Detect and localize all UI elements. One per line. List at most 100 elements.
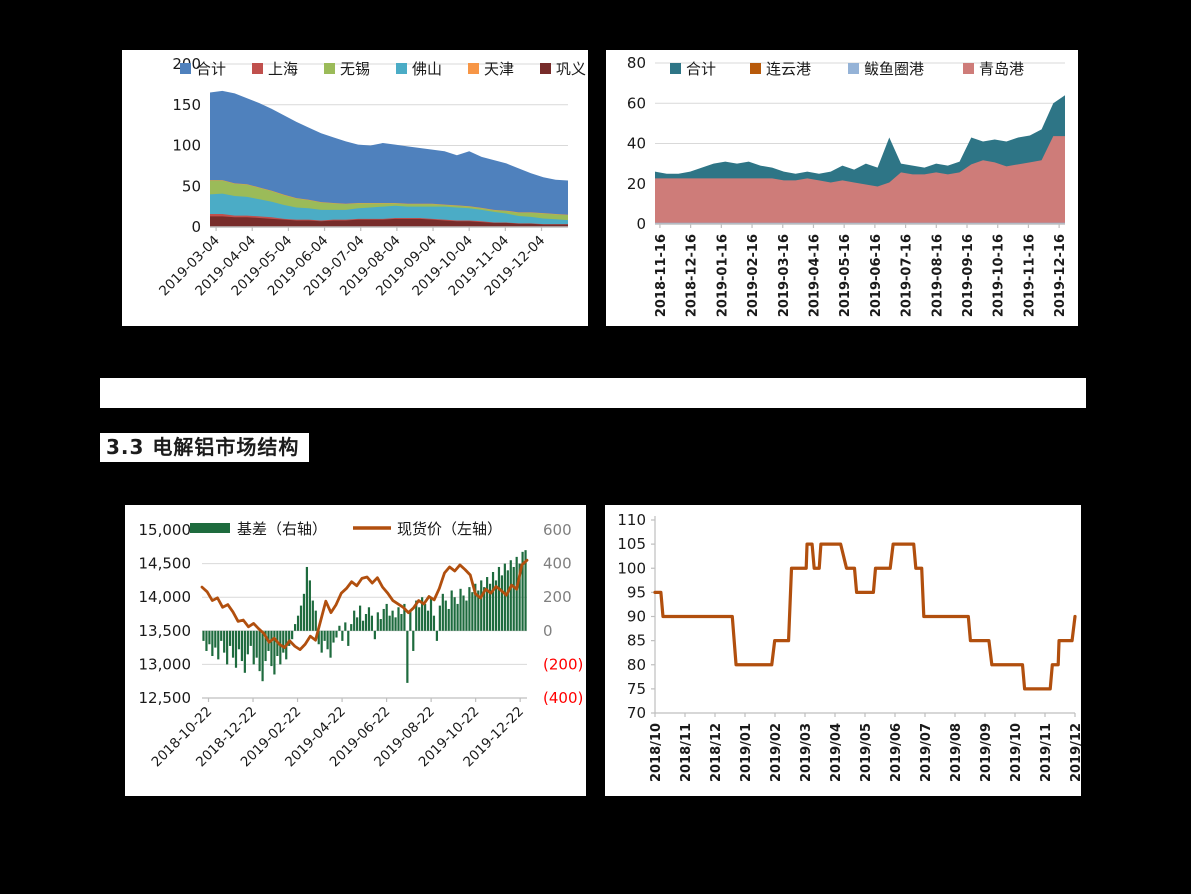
right-axis-tick-label: 0 (543, 622, 553, 640)
left-axis-tick-label: 15,000 (139, 521, 192, 539)
legend-label: 佛山 (412, 60, 442, 78)
legend-swatch (540, 63, 551, 74)
basis-bar (273, 630, 276, 675)
basis-bar (518, 563, 521, 631)
basis-bar (391, 610, 394, 631)
basis-bar (491, 572, 495, 631)
legend-label: 连云港 (766, 60, 811, 78)
basis-bar (220, 630, 223, 641)
area-layer (210, 216, 568, 227)
x-axis-label: 2019-05-16 (838, 234, 853, 317)
legend-swatch (963, 63, 974, 74)
price-ratio-chart-panel: 70 75 80 85 90 95 100 105 110 2018/10 2018/11 2018/… (605, 505, 1081, 796)
basis-bar (483, 587, 486, 631)
basis-bar (299, 605, 303, 631)
basis-bar (252, 630, 255, 665)
basis-bar (415, 600, 418, 631)
x-axis-label: 2019-03-16 (777, 234, 792, 317)
y-axis-tick-label: 95 (627, 583, 646, 601)
basis-bar (270, 630, 273, 667)
y-axis-tick-label: 150 (172, 96, 201, 114)
basis-bar (459, 588, 462, 631)
basis-bar (364, 614, 368, 631)
basis-bar (506, 570, 509, 631)
x-axis-label: 2019-01-16 (715, 234, 730, 317)
y-axis-tick-label: 90 (627, 608, 646, 626)
legend-swatch (848, 63, 859, 74)
basis-bar (326, 630, 329, 650)
x-axis-label: 2019/05 (859, 723, 874, 782)
basis-bar (332, 630, 335, 643)
basis-bar (234, 630, 238, 668)
basis-bar (305, 566, 309, 631)
section-heading-text: 3.3 电解铝市场结构 (106, 435, 300, 459)
y-axis-tick-label: 70 (627, 704, 646, 722)
left-axis-tick-label: 14,000 (139, 588, 192, 606)
y-axis-tick-label: 100 (172, 137, 201, 155)
ratio-step-line (653, 542, 1077, 691)
basis-bar (361, 620, 365, 631)
x-axis-label: 2019/10 (1009, 723, 1024, 782)
legend-label: 无锡 (340, 60, 370, 78)
basis-bar (388, 615, 391, 631)
basis-bar (438, 605, 441, 631)
basis-bar (293, 624, 297, 631)
basis-bar (341, 630, 344, 641)
y-axis-tick-label: 85 (627, 632, 646, 650)
basis-bar (261, 630, 264, 682)
x-axis-label: 2019-08-16 (930, 234, 945, 317)
x-axis-label: 2019-11-16 (1022, 234, 1037, 317)
basis-bar (320, 630, 323, 653)
basis-bar (211, 630, 214, 656)
legend-swatch (468, 63, 479, 74)
y-axis-tick-label: 100 (617, 559, 646, 577)
x-axis-label: 2019-06-16 (869, 234, 884, 317)
basis-bar (264, 630, 267, 662)
basis-bar (379, 619, 382, 631)
right-axis-tick-label: 600 (543, 521, 572, 539)
basis-bar (205, 630, 208, 651)
basis-bar (243, 630, 246, 673)
y-axis-tick-label: 0 (636, 215, 646, 233)
basis-bar (421, 597, 424, 631)
basis-bar (474, 583, 477, 631)
left-axis-tick-label: 14,500 (139, 555, 192, 573)
x-axis-label: 2018-11-16 (654, 234, 669, 317)
basis-bar (409, 610, 412, 631)
legend-label: 合计 (196, 60, 226, 78)
x-axis-label: 2019/07 (919, 723, 934, 782)
basis-bar (503, 563, 506, 631)
x-axis-label: 2019/12 (1069, 723, 1081, 782)
basis-bar (338, 625, 341, 631)
x-axis-label: 2019/02 (769, 723, 784, 782)
legend-swatch (750, 63, 761, 74)
basis-bar (468, 587, 471, 631)
legend-swatch (396, 63, 407, 74)
legend-label: 上海 (268, 60, 298, 78)
basis-bar (223, 630, 226, 653)
x-axis-label: 2018/10 (649, 723, 664, 782)
basis-bar (524, 550, 527, 631)
basis-bar (429, 597, 433, 631)
basis-bar (237, 630, 241, 650)
y-axis-tick-label: 105 (617, 535, 646, 553)
basis-bar (344, 622, 347, 631)
basis-bar (456, 603, 459, 631)
divider-band (100, 378, 1086, 408)
basis-bar (423, 603, 427, 631)
basis-bar (385, 603, 388, 631)
x-axis-label: 2018-12-16 (685, 234, 700, 317)
right-axis-tick-label: (400) (543, 689, 583, 707)
x-axis-label: 2019-10-16 (992, 234, 1007, 317)
y-axis-tick-label: 0 (191, 218, 201, 236)
left-axis-tick-label: 12,500 (139, 689, 192, 707)
y-axis-tick-label: 80 (627, 656, 646, 674)
basis-bar (317, 630, 320, 645)
basis-bar (418, 607, 421, 631)
basis-bar (512, 566, 515, 631)
basis-bar (308, 580, 311, 631)
area-layer (655, 136, 1065, 224)
basis-bar (279, 630, 282, 665)
legend-label: 合计 (686, 60, 716, 78)
basis-bar (226, 630, 229, 665)
